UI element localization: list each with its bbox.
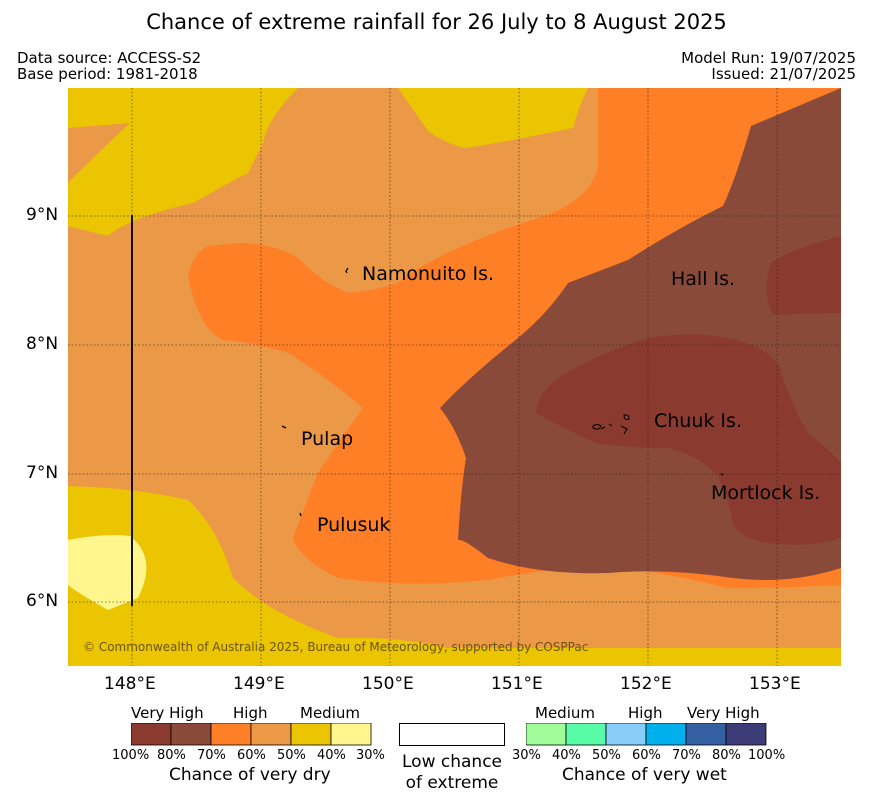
legend-dry-tick-80: 80%	[157, 748, 186, 763]
island-pulusuk	[299, 512, 302, 517]
lon-label-152e: 152°E	[620, 674, 672, 694]
data-source-label: Data source: ACCESS-S2	[17, 49, 202, 67]
legend-wet-swatch-30-40	[526, 723, 567, 746]
legend-neutral-swatch	[399, 723, 505, 746]
zone-dry-80-100-center	[536, 334, 841, 545]
legend-dry-swatch-60-70	[210, 723, 252, 746]
legend-wet-swatch-50-60	[605, 723, 647, 746]
lat-label-7n: 7°N	[26, 463, 59, 483]
lon-label-153e: 153°E	[749, 674, 801, 694]
legend-dry-very-high: Very High	[131, 704, 204, 722]
legend-dry-tick-40: 40%	[317, 748, 346, 763]
legend-dry-swatch-80-100	[131, 723, 172, 746]
lon-label-151e: 151°E	[491, 674, 543, 694]
island-mortlock	[720, 473, 724, 476]
zone-dry-50-60-top-wedge	[68, 123, 130, 183]
lon-label-150e: 150°E	[362, 674, 414, 694]
legend-wet-tick-80: 80%	[712, 748, 741, 763]
legend-dry-tick-100: 100%	[112, 748, 150, 763]
legend-wet-tick-30: 30%	[512, 748, 541, 763]
island-namonuito	[345, 267, 349, 274]
base-period-label: Base period: 1981-2018	[17, 65, 198, 83]
legend-wet-caption: Chance of very wet	[562, 765, 727, 785]
legend-neutral-line1: Low chance	[402, 752, 502, 772]
rainfall-map	[68, 88, 841, 666]
issued-label: Issued: 21/07/2025	[711, 65, 856, 83]
lat-label-8n: 8°N	[26, 334, 59, 354]
place-label-mortlock: Mortlock Is.	[711, 482, 821, 504]
island-pulap	[281, 425, 287, 429]
legend-dry-caption: Chance of very dry	[169, 765, 331, 785]
legend-dry-medium: Medium	[300, 704, 360, 722]
legend-dry-swatch-70-80	[170, 723, 212, 746]
legend-wet-tick-100: 100%	[748, 748, 786, 763]
model-run-label: Model Run: 19/07/2025	[681, 49, 856, 67]
place-label-pulap: Pulap	[301, 428, 354, 450]
legend-wet-swatch-70-80	[685, 723, 727, 746]
legend-dry-high: High	[233, 704, 268, 722]
zone-dry-30-40	[68, 535, 147, 610]
place-label-chuuk: Chuuk Is.	[654, 410, 742, 432]
zone-dry-40-50-north	[398, 88, 588, 148]
legend-dry-tick-50: 50%	[277, 748, 306, 763]
legend-neutral-caption: Low chance of extreme	[399, 752, 505, 794]
legend-wet-tick-50: 50%	[592, 748, 621, 763]
legend-dry-swatch-40-50	[290, 723, 332, 746]
legend-wet-medium: Medium	[535, 704, 595, 722]
copyright-notice: © Commonwealth of Australia 2025, Bureau…	[83, 640, 589, 654]
zone-dry-80-100-east	[766, 236, 841, 315]
legend-wet-swatch-80-100	[725, 723, 767, 746]
legend-dry-colorbar	[131, 723, 372, 746]
lat-label-6n: 6°N	[26, 591, 59, 611]
place-label-hall: Hall Is.	[671, 268, 736, 290]
legend-neutral-line2: of extreme	[405, 773, 499, 793]
legend-wet-very-high: Very High	[687, 704, 760, 722]
legend-dry-tick-60: 60%	[237, 748, 266, 763]
lat-label-9n: 9°N	[26, 205, 59, 225]
map-title: Chance of extreme rainfall for 26 July t…	[146, 10, 727, 34]
lon-label-148e: 148°E	[104, 674, 156, 694]
place-label-namonuito: Namonuito Is.	[362, 263, 495, 285]
legend-dry-tick-70: 70%	[197, 748, 226, 763]
legend-dry-swatch-30-40	[330, 723, 372, 746]
legend-wet-tick-70: 70%	[672, 748, 701, 763]
model-run-block: Model Run: 19/07/2025 Issued: 21/07/2025	[681, 50, 856, 82]
legend-wet-tick-60: 60%	[632, 748, 661, 763]
legend-wet-tick-40: 40%	[552, 748, 581, 763]
legend-dry-tick-30: 30%	[356, 748, 385, 763]
legend-dry-swatch-50-60	[250, 723, 292, 746]
legend-wet-high: High	[628, 704, 663, 722]
lon-label-149e: 149°E	[233, 674, 285, 694]
legend-wet-colorbar	[526, 723, 767, 746]
legend-wet-swatch-40-50	[565, 723, 607, 746]
island-chuuk	[592, 414, 630, 435]
data-source-block: Data source: ACCESS-S2 Base period: 1981…	[17, 50, 201, 82]
place-label-pulusuk: Pulusuk	[317, 514, 391, 536]
legend-wet-swatch-60-70	[645, 723, 687, 746]
